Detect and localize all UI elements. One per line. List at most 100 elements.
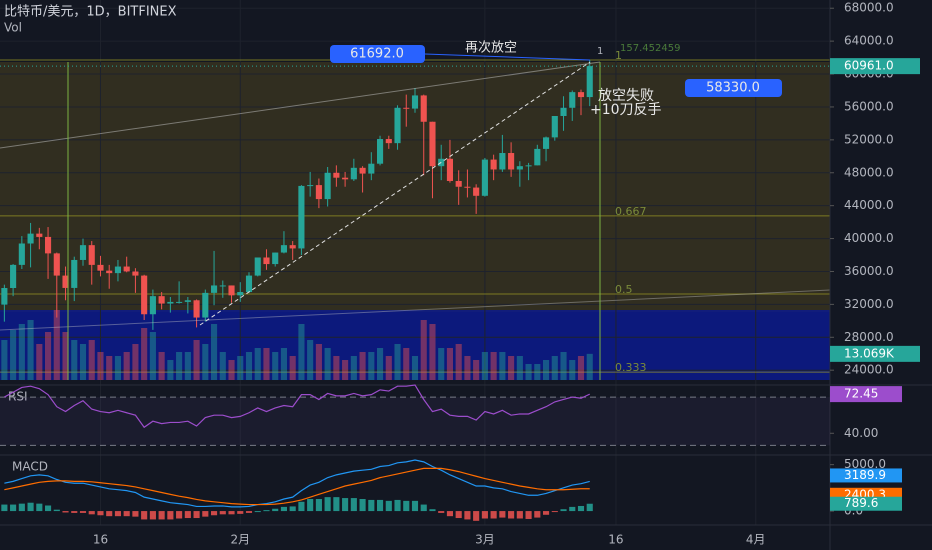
volume-bar: [62, 332, 69, 380]
volume-bar: [525, 364, 532, 380]
histogram-bar: [315, 499, 322, 512]
candle-body: [114, 266, 122, 274]
volume-value-box: [830, 345, 920, 362]
histogram-bar: [79, 511, 87, 513]
candle-body: [280, 245, 288, 253]
candle-body: [228, 285, 235, 296]
histogram-bar: [385, 500, 392, 512]
histogram-bar: [542, 511, 550, 515]
histogram-bar: [307, 499, 314, 512]
fib-level-label: 0.667: [615, 205, 647, 218]
candle-body: [560, 107, 567, 116]
candle-body: [499, 153, 506, 170]
volume-bar: [385, 356, 392, 380]
volume-bar: [376, 348, 384, 380]
candle-body: [315, 185, 322, 200]
candle-body: [551, 115, 558, 138]
volume-bar: [342, 360, 349, 380]
trend-line: [0, 289, 831, 331]
candle-body: [88, 245, 95, 265]
volume-bar: [53, 310, 60, 380]
histogram-bar: [490, 511, 497, 519]
histogram-value-box: [830, 496, 902, 511]
volume-bar: [184, 352, 191, 380]
histogram-bar: [368, 499, 375, 512]
candle-body: [298, 185, 305, 249]
y-tick-label: 28000.0: [844, 330, 894, 344]
volume-bar: [167, 360, 174, 380]
candle-body: [10, 264, 17, 289]
y-tick-label: 40000.0: [844, 231, 894, 245]
volume-bar: [542, 360, 550, 380]
histogram-bar: [88, 511, 95, 515]
candle-body: [106, 270, 113, 274]
candle-body: [481, 159, 488, 196]
volume-bar: [473, 360, 480, 380]
volume-zone: [0, 310, 830, 380]
volume-bar: [508, 356, 515, 380]
candle-body: [411, 95, 419, 109]
candle-body: [62, 275, 69, 288]
volume-bar: [27, 320, 34, 380]
candle-body: [254, 257, 261, 276]
histogram-bar: [446, 511, 454, 517]
histogram-bar: [525, 511, 532, 519]
volume-bar: [202, 344, 209, 380]
histogram-bar: [176, 511, 183, 519]
histogram-bar: [10, 504, 17, 512]
histogram-bar: [455, 511, 462, 519]
histogram-bar: [149, 511, 156, 520]
histogram-bar: [1, 504, 8, 512]
histogram-bar: [508, 511, 515, 519]
volume-bar: [97, 352, 104, 380]
candle-body: [473, 187, 480, 196]
histogram-bar: [44, 505, 52, 512]
candle-body: [79, 245, 87, 260]
last-price-box: [830, 58, 920, 75]
candle-body: [289, 245, 296, 249]
histogram-bar: [53, 509, 60, 512]
rsi-value-label: 72.45: [844, 387, 878, 401]
volume-bar: [289, 356, 296, 380]
histogram-bar: [18, 503, 25, 512]
histogram-bar: [376, 499, 384, 512]
candle-body: [464, 186, 471, 188]
volume-bar: [263, 348, 270, 380]
histogram-bar: [289, 506, 296, 512]
annotation: 58330.0: [706, 81, 760, 96]
volume-bar: [350, 356, 357, 380]
candle-body: [176, 301, 183, 303]
volume-bar: [455, 344, 462, 380]
volume-bar: [44, 332, 52, 380]
volume-bar: [411, 356, 419, 380]
volume-bar: [254, 348, 261, 380]
volume-bar: [403, 348, 410, 380]
histogram-bar: [560, 509, 567, 512]
volume-bar: [106, 356, 113, 380]
histogram-bar: [97, 511, 104, 516]
histogram-bar: [114, 511, 122, 517]
volume-bar: [10, 330, 17, 380]
macd-value-box: [830, 468, 902, 483]
candle-body: [586, 66, 593, 98]
candle-body: [394, 107, 401, 144]
volume-bar: [245, 352, 253, 380]
annotation: 1: [597, 46, 603, 57]
candle-body: [202, 292, 209, 318]
annotation: 61692.0: [350, 47, 404, 62]
candle-body: [333, 172, 340, 178]
volume-bar: [18, 324, 25, 380]
volume-bar: [237, 356, 244, 380]
volume-bar: [141, 328, 148, 380]
candle-body: [534, 148, 541, 166]
histogram-bar: [359, 499, 366, 512]
fib-level-label: 1: [615, 49, 622, 62]
volume-bar: [359, 352, 366, 380]
candle-body: [385, 139, 392, 144]
dashed-trend-line: [199, 61, 591, 326]
volume-bar: [176, 352, 183, 380]
candle-body: [44, 236, 52, 254]
histogram-bar: [263, 510, 270, 512]
volume-title: Vol: [4, 21, 22, 35]
